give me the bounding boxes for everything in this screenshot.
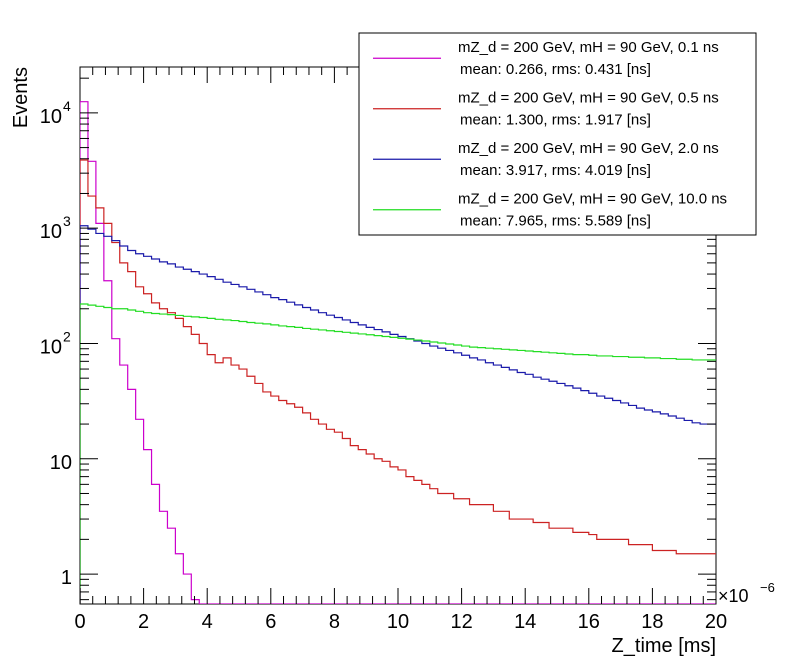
x-tick-label: 2	[138, 611, 149, 633]
x-tick-label: 16	[578, 611, 600, 633]
y-tick-label: 10	[40, 221, 62, 243]
legend-entry-name-2: mZ_d = 200 GeV, mH = 90 GeV, 2.0 ns	[458, 140, 719, 157]
x-tick-label: 6	[265, 611, 276, 633]
y-tick-label: 1	[61, 567, 72, 589]
x-tick-label: 10	[387, 611, 409, 633]
series-layer	[80, 101, 716, 604]
y-tick-exponent: 2	[63, 328, 71, 344]
y-tick-label: 10	[40, 336, 62, 358]
x-exponent-label: ×10	[718, 586, 749, 606]
y-tick-label: 10	[40, 106, 62, 128]
series-line-1	[80, 159, 716, 604]
series-line-2	[80, 225, 716, 604]
x-tick-label: 4	[202, 611, 213, 633]
series-line-0	[80, 101, 716, 604]
x-exponent-power: −6	[760, 580, 775, 595]
legend-entry-stats-2: mean: 3.917, rms: 4.019 [ns]	[460, 162, 651, 179]
x-tick-label: 14	[514, 611, 536, 633]
legend-entry-stats-1: mean: 1.300, rms: 1.917 [ns]	[460, 112, 651, 129]
x-tick-label: 0	[74, 611, 85, 633]
legend-entry-name-3: mZ_d = 200 GeV, mH = 90 GeV, 10.0 ns	[458, 191, 727, 208]
legend-entry-name-0: mZ_d = 200 GeV, mH = 90 GeV, 0.1 ns	[458, 39, 719, 56]
y-tick-label: 10	[50, 452, 72, 474]
x-tick-label: 18	[641, 611, 663, 633]
legend-box	[358, 32, 757, 236]
x-tick-label: 8	[329, 611, 340, 633]
y-tick-exponent: 4	[63, 98, 71, 114]
y-axis-title: Events	[10, 67, 32, 128]
legend-entry-name-1: mZ_d = 200 GeV, mH = 90 GeV, 0.5 ns	[458, 90, 719, 107]
legend-entry-stats-3: mean: 7.965, rms: 5.589 [ns]	[460, 213, 651, 230]
legend: mZ_d = 200 GeV, mH = 90 GeV, 0.1 ns mean:…	[358, 32, 757, 236]
x-tick-label: 12	[450, 611, 472, 633]
y-tick-exponent: 3	[63, 213, 71, 229]
x-axis-title: Z_time [ms]	[612, 635, 716, 657]
series-line-3	[80, 303, 716, 604]
x-tick-label: 20	[705, 611, 727, 633]
legend-entry-stats-0: mean: 0.266, rms: 0.431 [ns]	[460, 61, 651, 78]
